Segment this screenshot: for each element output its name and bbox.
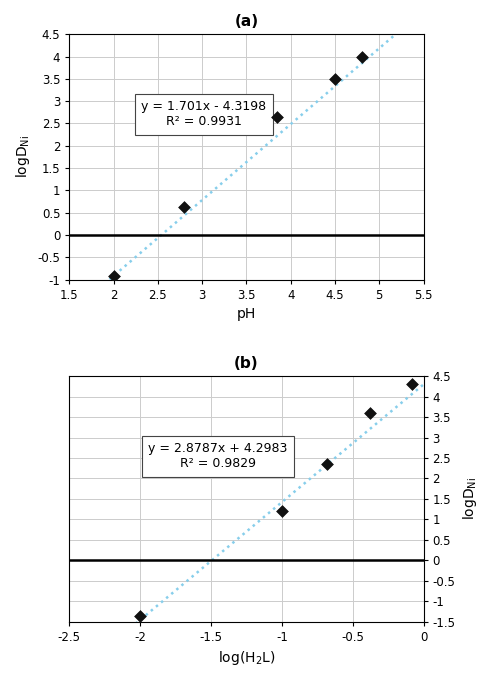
Title: (b): (b) (234, 356, 259, 371)
Text: y = 1.701x - 4.3198
R² = 0.9931: y = 1.701x - 4.3198 R² = 0.9931 (141, 101, 267, 129)
X-axis label: pH: pH (237, 307, 256, 321)
Y-axis label: logD$_{\mathrm{Ni}}$: logD$_{\mathrm{Ni}}$ (14, 136, 32, 178)
Title: (a): (a) (234, 14, 258, 29)
Point (278, 506, 286, 517)
Point (408, 379, 416, 390)
Point (366, 407, 374, 418)
Text: y = 2.8787x + 4.2983
R² = 0.9829: y = 2.8787x + 4.2983 R² = 0.9829 (148, 443, 288, 471)
X-axis label: log(H$_2$L): log(H$_2$L) (217, 649, 275, 667)
Point (357, 51, 365, 62)
Point (331, 74, 339, 84)
Point (323, 459, 331, 470)
Y-axis label: logD$_{\mathrm{Ni}}$: logD$_{\mathrm{Ni}}$ (461, 477, 479, 520)
Point (109, 270, 117, 281)
Point (274, 111, 282, 122)
Point (136, 611, 144, 622)
Point (180, 202, 188, 212)
